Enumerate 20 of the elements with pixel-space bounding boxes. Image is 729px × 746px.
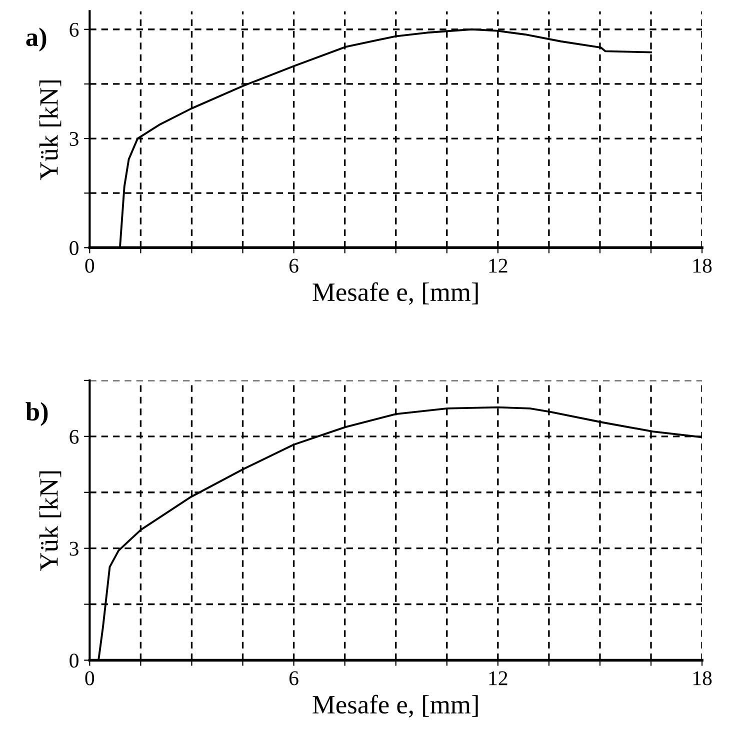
x-axis-title: Mesafe e, [mm] (312, 694, 478, 718)
text: b) (26, 402, 48, 426)
y-tick-label: 3 (70, 132, 78, 146)
x-axis-title: Mesafe e, [mm] (312, 282, 478, 305)
text: a) (26, 28, 46, 52)
x-tick-label: 6 (289, 258, 298, 273)
x-tick-label: 12 (489, 671, 508, 686)
x-tick-label: 18 (693, 258, 712, 273)
y-axis-title: Yük [kN] (39, 471, 62, 571)
y-tick-label: 6 (70, 430, 79, 444)
x-tick-label: 0 (85, 258, 94, 273)
x-tick-label: 18 (693, 671, 712, 686)
y-tick-label: 6 (70, 22, 79, 37)
x-tick-label: 0 (85, 671, 94, 686)
y-axis-title: Yük [kN] (39, 80, 62, 180)
x-tick-label: 12 (489, 258, 508, 273)
y-tick-label: 0 (70, 654, 78, 668)
y-tick-label: 0 (70, 241, 78, 256)
y-tick-label: 3 (70, 542, 78, 556)
x-tick-label: 6 (289, 671, 298, 686)
